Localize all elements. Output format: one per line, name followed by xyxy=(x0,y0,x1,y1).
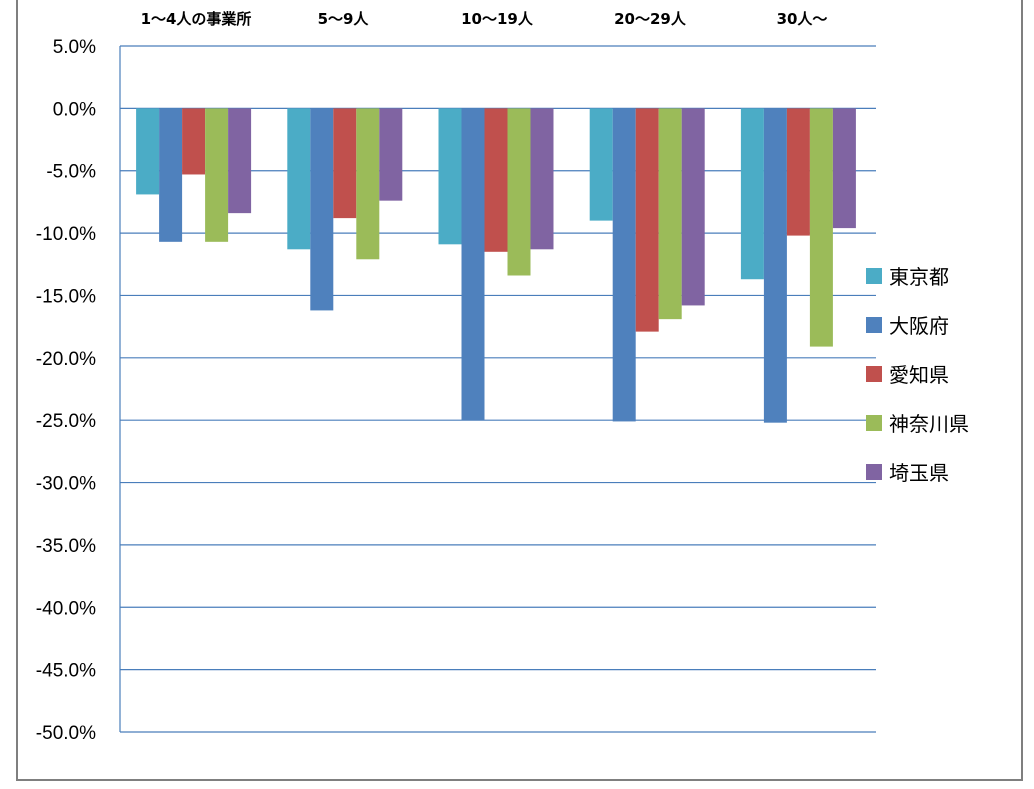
category-label: 30人～ xyxy=(777,10,828,28)
bar xyxy=(530,108,554,250)
bar xyxy=(635,108,659,332)
bar xyxy=(612,108,636,422)
y-tick-label: -10.0% xyxy=(36,224,96,245)
bar xyxy=(507,108,531,276)
y-tick-label: -30.0% xyxy=(36,474,96,495)
y-tick-label: 5.0% xyxy=(53,37,96,58)
legend-label: 愛知県 xyxy=(889,363,949,387)
y-axis: 5.0% 0.0% -5.0% -10.0% -15.0% -20.0% -25.0% -30… xyxy=(36,37,121,744)
bar xyxy=(159,108,183,242)
bar xyxy=(658,108,682,320)
bar xyxy=(379,108,403,201)
bar xyxy=(809,108,833,347)
bar xyxy=(438,108,462,245)
y-tick-label: -5.0% xyxy=(46,162,96,183)
bars xyxy=(136,108,856,423)
legend-swatch xyxy=(866,415,882,431)
bar xyxy=(763,108,787,423)
legend-label: 神奈川県 xyxy=(889,412,969,436)
y-tick-label: -50.0% xyxy=(36,723,96,744)
y-tick-label: -25.0% xyxy=(36,411,96,432)
bar xyxy=(182,108,206,175)
bar xyxy=(136,108,160,195)
legend-swatch xyxy=(866,317,882,333)
category-label: 20～29人 xyxy=(614,10,687,28)
legend-swatch xyxy=(866,366,882,382)
legend-swatch xyxy=(866,268,882,284)
y-tick-label: -40.0% xyxy=(36,598,96,619)
bar xyxy=(287,108,311,250)
bar xyxy=(740,108,764,280)
category-label: 1～4人の事業所 xyxy=(141,10,252,28)
bar xyxy=(228,108,252,214)
y-tick-label: -20.0% xyxy=(36,349,96,370)
y-tick-label: 0.0% xyxy=(53,99,96,120)
bar xyxy=(786,108,810,236)
bar xyxy=(205,108,229,242)
bar xyxy=(832,108,856,229)
bar xyxy=(461,108,485,421)
bar xyxy=(333,108,357,219)
legend-label: 東京都 xyxy=(889,265,949,289)
bar xyxy=(310,108,334,311)
y-tick-label: -15.0% xyxy=(36,286,96,307)
category-label: 10～19人 xyxy=(461,10,534,28)
y-tick-label: -45.0% xyxy=(36,661,96,682)
chart-frame xyxy=(16,0,1023,781)
bar xyxy=(356,108,380,260)
legend-swatch xyxy=(866,464,882,480)
legend-label: 大阪府 xyxy=(889,314,949,338)
category-label: 5～9人 xyxy=(318,10,370,28)
bar xyxy=(589,108,613,221)
bar xyxy=(681,108,705,306)
bar xyxy=(484,108,508,252)
category-labels: 1～4人の事業所 5～9人 10～19人 20～29人 30人～ xyxy=(141,10,828,28)
y-tick-label: -35.0% xyxy=(36,536,96,557)
legend-label: 埼玉県 xyxy=(889,461,949,485)
